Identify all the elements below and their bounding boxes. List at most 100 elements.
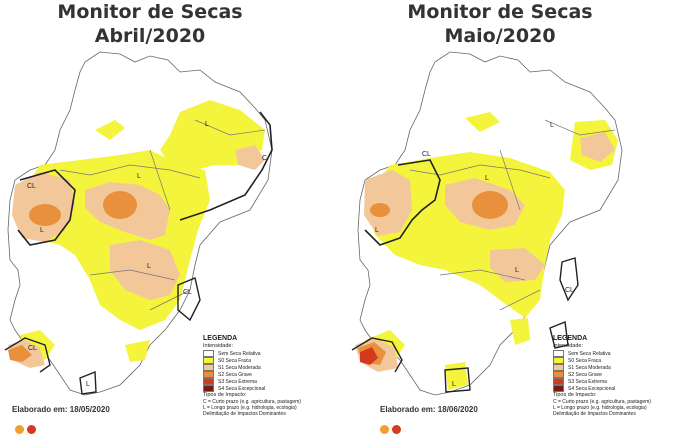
title-line-2: Abril/2020 xyxy=(94,25,206,47)
legend-item: S4 Seca Excepcional xyxy=(203,385,343,392)
legend-label: S2 Seca Grave xyxy=(218,371,252,378)
legend-impact-line: L = Longo prazo (e.g. hidrologia, ecolog… xyxy=(203,405,297,411)
impact-label-CL-southeast: CL xyxy=(183,289,192,296)
legend-swatch xyxy=(203,364,214,371)
legend-label: S3 Seca Extrema xyxy=(568,378,607,385)
legend-item: S1 Seca Moderada xyxy=(553,364,693,371)
s0-area-north xyxy=(465,112,500,132)
legend-swatch xyxy=(203,371,214,378)
panel-title: Monitor de Secas Abril/2020 xyxy=(0,0,300,48)
impact-label-L-south-central: L xyxy=(147,263,151,270)
legend-label: S1 Seca Moderada xyxy=(568,364,611,371)
legend-impact-title: Tipos de Impacto: xyxy=(553,392,597,398)
legend-item: Sem Seca Relativa xyxy=(553,350,693,357)
impact-label-L-south-central: L xyxy=(515,267,519,274)
legend-title: LEGENDA xyxy=(553,335,588,342)
logo-dots xyxy=(15,421,39,439)
map-panel-april: Monitor de Secas Abril/2020 L C L CL xyxy=(0,0,350,434)
elaborado-date: Elaborado em: 18/05/2020 xyxy=(12,405,110,414)
impact-line-east xyxy=(179,111,273,221)
impact-label-L-center: L xyxy=(137,173,141,180)
legend-label: S3 Seca Extrema xyxy=(218,378,257,385)
impact-label-CL-southwest: CL xyxy=(28,345,37,352)
legend-label: S0 Seca Fraca xyxy=(568,357,602,364)
impact-label-L-north: L xyxy=(205,121,209,128)
impact-label-CL-west: CL xyxy=(422,151,431,158)
legend-label: S1 Seca Moderada xyxy=(218,364,261,371)
legend-item: S1 Seca Moderada xyxy=(203,364,343,371)
s0-area-north xyxy=(95,120,125,140)
s2-area-west xyxy=(370,203,390,217)
title-line-2: Maio/2020 xyxy=(444,25,556,47)
impact-line-south xyxy=(444,367,471,393)
map-panel-may: Monitor de Secas Maio/2020 L CL L xyxy=(350,0,700,434)
impact-label-L-west: L xyxy=(40,227,44,234)
impact-line-west xyxy=(364,159,441,246)
impact-label-L-center: L xyxy=(485,175,489,182)
legend-title: LEGENDA xyxy=(203,335,238,342)
orange-dot-icon xyxy=(380,425,389,434)
title-line-1: Monitor de Secas xyxy=(57,1,243,23)
legend-swatch xyxy=(553,385,564,392)
legend-item: S0 Seca Fraca xyxy=(553,357,693,364)
impact-label-L-north: L xyxy=(550,122,554,129)
legend-swatch xyxy=(203,350,214,357)
impact-label-L-south: L xyxy=(86,381,90,388)
legend: LEGENDA Intensidade: Sem Seca Relativa S… xyxy=(203,335,343,417)
s1-area-northeast xyxy=(235,145,265,170)
legend-item: S3 Seca Extrema xyxy=(553,378,693,385)
s0-area-south xyxy=(445,362,468,390)
title-line-1: Monitor de Secas xyxy=(407,1,593,23)
impact-label-CL-southeast: CL xyxy=(565,287,574,294)
legend-label: S4 Seca Excepcional xyxy=(568,385,616,392)
legend-item: Sem Seca Relativa xyxy=(203,350,343,357)
legend-swatch xyxy=(203,378,214,385)
legend-label: Sem Seca Relativa xyxy=(218,350,261,357)
s0-area-south-east xyxy=(510,318,530,345)
legend-swatch xyxy=(553,357,564,364)
legend-impact-line: Delimitação de Impactos Dominantes xyxy=(203,411,286,417)
impact-label-C-east: C xyxy=(262,155,267,162)
impact-line-south xyxy=(79,370,97,395)
s2-area-center xyxy=(103,191,137,219)
legend-item: S2 Seca Grave xyxy=(553,371,693,378)
legend-impact-line: Delimitação de Impactos Dominantes xyxy=(553,411,636,417)
legend-swatch xyxy=(553,378,564,385)
legend-intensity-label: Intensidade: xyxy=(553,343,583,349)
panel-title: Monitor de Secas Maio/2020 xyxy=(350,0,650,48)
legend-swatch xyxy=(553,364,564,371)
state-borders xyxy=(409,119,616,311)
legend-label: S2 Seca Grave xyxy=(568,371,602,378)
state-borders xyxy=(59,119,266,311)
legend-impact-line: C = Curto prazo (e.g. agricultura, pasta… xyxy=(203,399,301,405)
legend-impact-line: C = Curto prazo (e.g. agricultura, pasta… xyxy=(553,399,651,405)
legend-label: Sem Seca Relativa xyxy=(568,350,611,357)
impact-label-C-south: C xyxy=(557,335,562,342)
legend-impact-line: L = Longo prazo (e.g. hidrologia, ecolog… xyxy=(553,405,647,411)
impact-line-southeast xyxy=(177,277,201,322)
s0-area-south xyxy=(125,340,150,362)
impact-line-south-c xyxy=(549,321,569,349)
legend-swatch xyxy=(553,350,564,357)
legend-item: S4 Seca Excepcional xyxy=(553,385,693,392)
impact-label-L-south: L xyxy=(452,381,456,388)
logo-dots xyxy=(380,421,404,439)
s3-area-southwest xyxy=(360,347,378,365)
legend-swatch xyxy=(203,385,214,392)
legend-label: S4 Seca Excepcional xyxy=(218,385,266,392)
impact-label-L-west: L xyxy=(375,227,379,234)
s2-area-west xyxy=(29,204,61,226)
s1-area-south-central xyxy=(490,248,545,282)
legend-intensity-label: Intensidade: xyxy=(203,343,233,349)
s1-area-west xyxy=(364,170,412,236)
orange-dot-icon xyxy=(15,425,24,434)
drought-map-may: L CL L L L CL C L xyxy=(351,51,623,396)
s2-area-southwest xyxy=(8,345,32,362)
legend-item: S3 Seca Extrema xyxy=(203,378,343,385)
legend-swatch xyxy=(553,371,564,378)
impact-label-CL-west: CL xyxy=(27,183,36,190)
impact-line-west xyxy=(17,169,76,246)
s2-area-center xyxy=(472,191,508,219)
impact-line-southwest xyxy=(4,337,51,373)
legend-item: S0 Seca Fraca xyxy=(203,357,343,364)
